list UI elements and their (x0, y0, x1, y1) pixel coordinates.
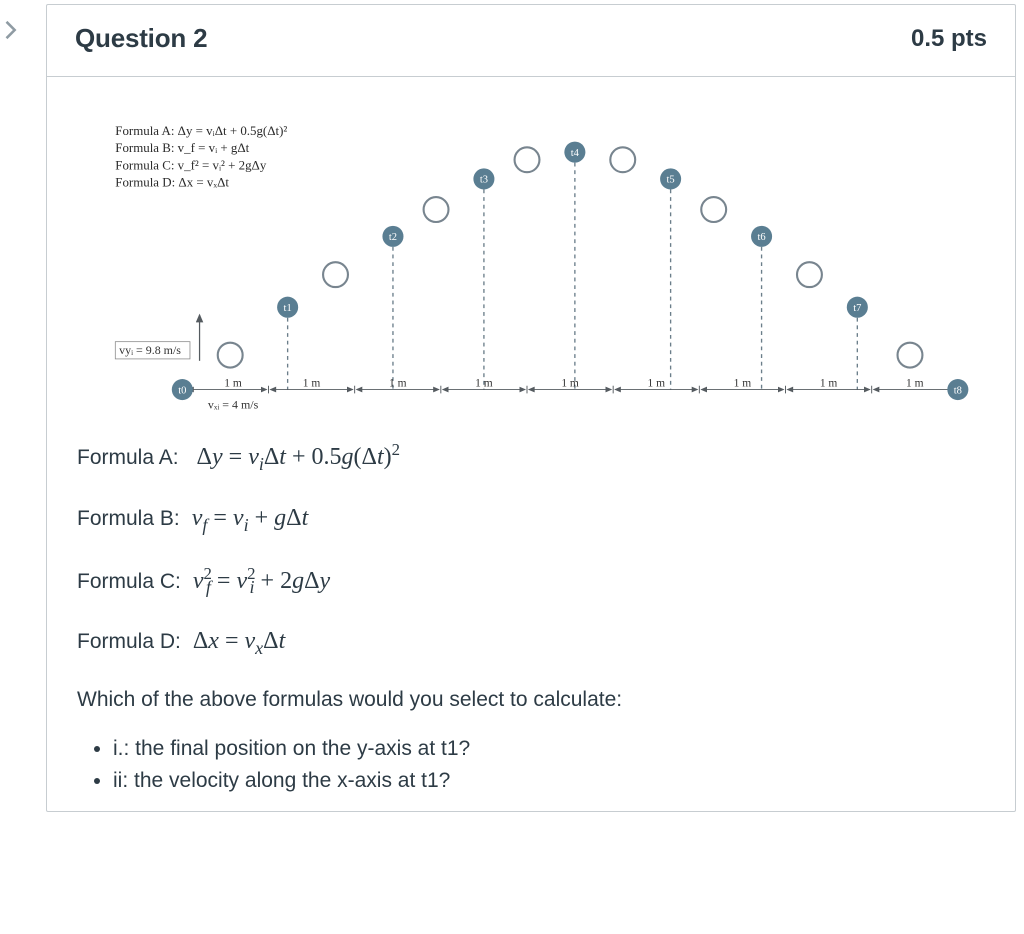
svg-text:1 m: 1 m (734, 378, 752, 390)
svg-text:t7: t7 (853, 303, 861, 314)
formula-c: Formula C: v2f = v2i + 2gΔy (77, 561, 985, 602)
projectile-diagram: Formula A: Δy = vᵢΔt + 0.5g(Δt)² Formula … (77, 107, 977, 427)
svg-text:t6: t6 (757, 232, 765, 243)
question-card: Question 2 0.5 pts Formula A: Δy = vᵢΔt … (46, 4, 1016, 812)
list-item: ii: the velocity along the x-axis at t1? (113, 769, 985, 793)
svg-text:vₓᵢ = 4 m/s: vₓᵢ = 4 m/s (208, 398, 259, 412)
svg-text:1 m: 1 m (389, 378, 407, 390)
svg-text:t2: t2 (389, 232, 397, 243)
question-indicator-icon (0, 16, 24, 44)
svg-text:1 m: 1 m (303, 378, 321, 390)
svg-text:1 m: 1 m (224, 378, 242, 390)
formula-b: Formula B: vf = vi + gΔt (77, 500, 985, 539)
svg-text:1 m: 1 m (820, 378, 838, 390)
question-title: Question 2 (75, 23, 207, 54)
formula-block: Formula A: Δy = viΔt + 0.5g(Δt)2 Formula… (77, 437, 985, 662)
svg-text:t4: t4 (571, 148, 580, 159)
svg-text:t3: t3 (480, 175, 488, 186)
svg-text:t0: t0 (178, 385, 186, 396)
svg-text:t5: t5 (667, 175, 675, 186)
list-item: i.: the final position on the y-axis at … (113, 737, 985, 761)
svg-text:t1: t1 (284, 303, 292, 314)
svg-text:t8: t8 (954, 385, 962, 396)
svg-text:1 m: 1 m (906, 378, 924, 390)
question-items: i.: the final position on the y-axis at … (77, 737, 985, 793)
svg-text:Formula D: Δx = vₓΔt: Formula D: Δx = vₓΔt (115, 175, 229, 190)
svg-text:1 m: 1 m (475, 378, 493, 390)
svg-text:Formula C: v_f² = vᵢ² + 2gΔy: Formula C: v_f² = vᵢ² + 2gΔy (115, 157, 267, 172)
formula-d: Formula D: Δx = vxΔt (77, 623, 985, 662)
svg-text:1 m: 1 m (647, 378, 665, 390)
question-prompt: Which of the above formulas would you se… (77, 684, 985, 717)
formula-a: Formula A: Δy = viΔt + 0.5g(Δt)2 (77, 437, 985, 478)
svg-text:1 m: 1 m (561, 378, 579, 390)
svg-text:Formula B: v_f = vᵢ + gΔt: Formula B: v_f = vᵢ + gΔt (115, 140, 249, 155)
svg-text:vyᵢ = 9.8 m/s: vyᵢ = 9.8 m/s (119, 343, 181, 357)
svg-text:Formula A: Δy = vᵢΔt + 0.5g(Δt: Formula A: Δy = vᵢΔt + 0.5g(Δt)² (115, 123, 287, 138)
question-header: Question 2 0.5 pts (47, 5, 1015, 77)
question-points: 0.5 pts (911, 25, 987, 53)
